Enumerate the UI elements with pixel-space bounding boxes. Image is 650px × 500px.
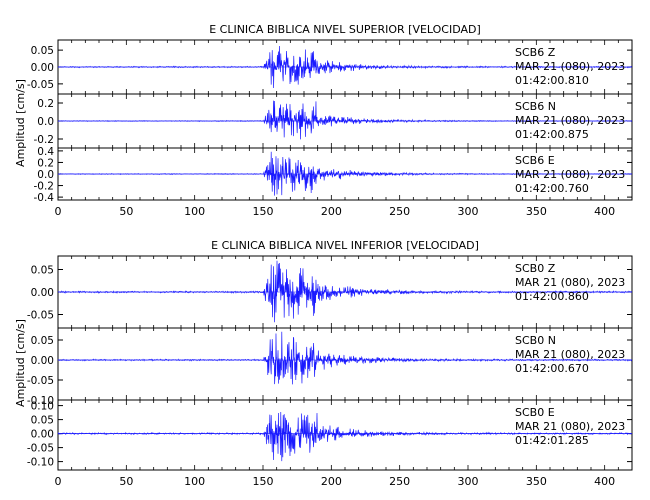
chart-lower: E CLINICA BIBLICA NIVEL INFERIOR [VELOCI…: [14, 239, 633, 488]
time-label: 01:42:01.285: [515, 434, 589, 447]
y-tick-label: 0.10: [31, 401, 54, 413]
x-tick-label: 250: [389, 205, 410, 218]
chart-upper: E CLINICA BIBLICA NIVEL SUPERIOR [VELOCI…: [14, 23, 633, 218]
x-tick-label: 400: [594, 475, 615, 488]
y-tick-label: -0.10: [27, 457, 54, 469]
time-label: 01:42:00.875: [515, 128, 589, 141]
x-tick-label: 150: [253, 475, 274, 488]
y-tick-label: 0.00: [31, 62, 54, 74]
x-tick-label: 0: [55, 205, 62, 218]
x-tick-label: 200: [321, 205, 342, 218]
x-tick-label: 50: [119, 475, 133, 488]
time-label: 01:42:00.670: [515, 362, 589, 375]
date-label: MAR 21 (080), 2023: [515, 168, 625, 181]
date-label: MAR 21 (080), 2023: [515, 114, 625, 127]
chart-lower-ylabel: Amplitud [cm/s]: [14, 319, 27, 407]
x-tick-label: 100: [184, 475, 205, 488]
y-tick-label: 0.05: [31, 335, 54, 347]
y-tick-label: -0.2: [34, 134, 55, 146]
y-tick-label: 0.05: [31, 45, 54, 57]
station-label: SCB6 E: [515, 154, 555, 167]
x-tick-label: 300: [458, 475, 479, 488]
y-tick-label: 0.05: [31, 415, 54, 427]
station-label: SCB6 N: [515, 100, 556, 113]
x-tick-label: 200: [321, 475, 342, 488]
y-tick-label: -0.10: [27, 395, 54, 407]
y-tick-label: -0.05: [27, 79, 54, 91]
date-label: MAR 21 (080), 2023: [515, 60, 625, 73]
y-tick-label: 0.00: [31, 287, 54, 299]
y-tick-label: 0.0: [37, 169, 54, 181]
y-tick-label: -0.4: [34, 192, 55, 204]
x-tick-label: 150: [253, 205, 274, 218]
y-tick-label: 0.2: [37, 157, 54, 169]
y-tick-label: 0.05: [31, 265, 54, 277]
x-tick-label: 400: [594, 205, 615, 218]
date-label: MAR 21 (080), 2023: [515, 276, 625, 289]
station-label: SCB0 E: [515, 406, 555, 419]
x-tick-label: 250: [389, 475, 410, 488]
x-tick-label: 50: [119, 205, 133, 218]
y-tick-label: -0.05: [27, 375, 54, 387]
date-label: MAR 21 (080), 2023: [515, 420, 625, 433]
x-tick-label: 300: [458, 205, 479, 218]
y-tick-label: 0.0: [37, 116, 54, 128]
chart-upper-title: E CLINICA BIBLICA NIVEL SUPERIOR [VELOCI…: [209, 23, 481, 36]
x-tick-label: 100: [184, 205, 205, 218]
x-tick-label: 350: [526, 205, 547, 218]
time-label: 01:42:00.810: [515, 74, 589, 87]
y-tick-label: 0.00: [31, 355, 54, 367]
x-tick-label: 350: [526, 475, 547, 488]
y-tick-label: -0.05: [27, 310, 54, 322]
station-label: SCB0 Z: [515, 262, 556, 275]
y-tick-label: -0.05: [27, 443, 54, 455]
y-tick-label: 0.00: [31, 429, 54, 441]
station-label: SCB0 N: [515, 334, 556, 347]
x-tick-label: 0: [55, 475, 62, 488]
date-label: MAR 21 (080), 2023: [515, 348, 625, 361]
y-tick-label: -0.2: [34, 181, 55, 193]
y-tick-label: 0.2: [37, 98, 54, 110]
chart-upper-ylabel: Amplitud [cm/s]: [14, 79, 27, 167]
time-label: 01:42:00.860: [515, 290, 589, 303]
station-label: SCB6 Z: [515, 46, 556, 59]
chart-lower-title: E CLINICA BIBLICA NIVEL INFERIOR [VELOCI…: [211, 239, 479, 252]
y-tick-label: 0.4: [37, 146, 54, 158]
time-label: 01:42:00.760: [515, 182, 589, 195]
